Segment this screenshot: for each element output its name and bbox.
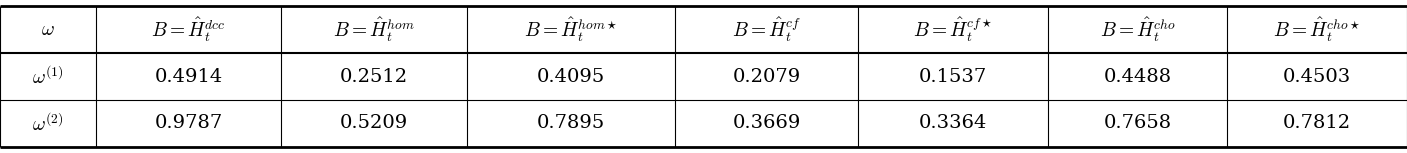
Text: 0.4488: 0.4488: [1103, 67, 1172, 86]
Text: 0.7812: 0.7812: [1283, 114, 1351, 132]
Text: $\omega^{(2)}$: $\omega^{(2)}$: [32, 112, 63, 135]
Text: 0.2512: 0.2512: [340, 67, 408, 86]
Text: $\omega$: $\omega$: [41, 21, 55, 39]
Text: $B = \hat{H}_t^{cf\star}$: $B = \hat{H}_t^{cf\star}$: [913, 15, 993, 44]
Text: 0.3364: 0.3364: [919, 114, 988, 132]
Text: 0.2079: 0.2079: [733, 67, 801, 86]
Text: $\omega^{(1)}$: $\omega^{(1)}$: [32, 65, 63, 88]
Text: 0.1537: 0.1537: [919, 67, 988, 86]
Text: $B = \hat{H}_t^{cho}$: $B = \hat{H}_t^{cho}$: [1100, 15, 1175, 44]
Text: 0.9787: 0.9787: [155, 114, 222, 132]
Text: 0.4503: 0.4503: [1283, 67, 1351, 86]
Text: 0.7658: 0.7658: [1103, 114, 1172, 132]
Text: $B = \hat{H}_t^{hom}$: $B = \hat{H}_t^{hom}$: [333, 15, 415, 44]
Text: $B = \hat{H}_t^{cf}$: $B = \hat{H}_t^{cf}$: [732, 15, 802, 44]
Text: 0.4095: 0.4095: [537, 67, 605, 86]
Text: $B = \hat{H}_t^{cho\star}$: $B = \hat{H}_t^{cho\star}$: [1273, 15, 1361, 44]
Text: 0.5209: 0.5209: [340, 114, 408, 132]
Text: 0.3669: 0.3669: [733, 114, 801, 132]
Text: 0.7895: 0.7895: [537, 114, 605, 132]
Text: $B = \hat{H}_t^{dcc}$: $B = \hat{H}_t^{dcc}$: [152, 15, 225, 44]
Text: $B = \hat{H}_t^{hom\star}$: $B = \hat{H}_t^{hom\star}$: [525, 15, 618, 44]
Text: 0.4914: 0.4914: [155, 67, 222, 86]
